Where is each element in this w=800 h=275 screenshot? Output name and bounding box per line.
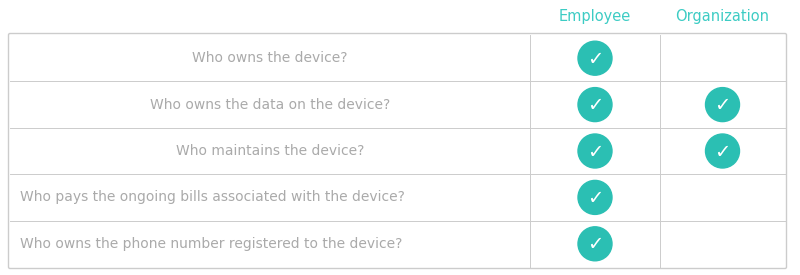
Circle shape bbox=[706, 88, 739, 122]
Circle shape bbox=[578, 134, 612, 168]
Text: ✓: ✓ bbox=[587, 142, 603, 161]
Text: ✓: ✓ bbox=[587, 50, 603, 69]
Text: ✓: ✓ bbox=[714, 142, 730, 161]
Text: ✓: ✓ bbox=[714, 96, 730, 115]
Text: ✓: ✓ bbox=[587, 235, 603, 254]
Text: ✓: ✓ bbox=[587, 189, 603, 208]
Text: Who owns the data on the device?: Who owns the data on the device? bbox=[150, 98, 390, 112]
Text: Who pays the ongoing bills associated with the device?: Who pays the ongoing bills associated wi… bbox=[20, 190, 405, 204]
Circle shape bbox=[578, 227, 612, 261]
FancyBboxPatch shape bbox=[9, 34, 786, 268]
Circle shape bbox=[706, 134, 739, 168]
Circle shape bbox=[578, 88, 612, 122]
Text: Organization: Organization bbox=[675, 10, 770, 24]
Text: Who owns the device?: Who owns the device? bbox=[192, 51, 348, 65]
Text: ✓: ✓ bbox=[587, 96, 603, 115]
Circle shape bbox=[578, 180, 612, 214]
Text: Who maintains the device?: Who maintains the device? bbox=[176, 144, 364, 158]
Text: Employee: Employee bbox=[559, 10, 631, 24]
Circle shape bbox=[578, 41, 612, 75]
Text: Who owns the phone number registered to the device?: Who owns the phone number registered to … bbox=[20, 237, 402, 251]
